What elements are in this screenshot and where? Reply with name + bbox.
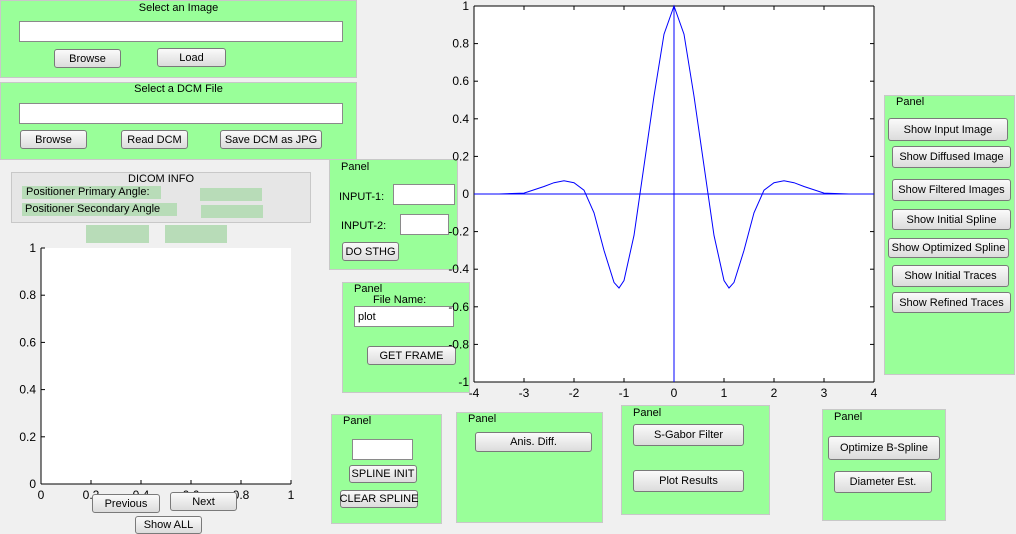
y-tick-label: -0.2 [448, 225, 469, 239]
file-name-label: File Name: [373, 294, 427, 306]
y-tick-label: 0.4 [19, 383, 36, 397]
y-tick-label: 0.2 [19, 430, 36, 444]
get-frame-button[interactable]: GET FRAME [367, 346, 456, 365]
y-tick-label: 0.4 [452, 112, 469, 126]
diameter-est-button[interactable]: Diameter Est. [834, 471, 932, 493]
y-tick-label: 0.6 [452, 74, 469, 88]
spline-init-button[interactable]: SPLINE INIT [349, 465, 417, 483]
show-input-image-button[interactable]: Show Input Image [888, 118, 1008, 141]
anis-diff-button[interactable]: Anis. Diff. [475, 432, 592, 452]
clear-spline-button[interactable]: CLEAR SPLINE [340, 490, 418, 508]
frame-info-box-1 [86, 225, 149, 243]
optimize-bspline-button[interactable]: Optimize B-Spline [828, 436, 940, 460]
gabor-panel: Panel S-Gabor Filter Plot Results [621, 405, 770, 515]
x-tick-label: 2 [771, 386, 778, 400]
show-panel-title: Panel [896, 96, 925, 108]
primary-angle-label: Positioner Primary Angle: [26, 186, 150, 198]
x-tick-label: 3 [821, 386, 828, 400]
y-tick-label: 1 [29, 241, 36, 255]
primary-angle-label-box [22, 186, 161, 199]
x-tick-label: 0 [671, 386, 678, 400]
save-dcm-jpg-button[interactable]: Save DCM as JPG [220, 130, 322, 149]
y-tick-label: 0.2 [452, 149, 469, 163]
select-image-title: Select an Image [138, 2, 219, 14]
x-tick-label: 1 [721, 386, 728, 400]
y-tick-label: 0.8 [452, 37, 469, 51]
spline-input[interactable] [352, 439, 413, 460]
dicom-info-title: DICOM INFO [128, 173, 194, 185]
frame-panel: Panel File Name: GET FRAME [342, 282, 470, 393]
y-tick-label: 0 [29, 477, 36, 491]
y-tick-label: -1 [458, 375, 469, 389]
bspline-panel-title: Panel [834, 411, 863, 423]
show-diffused-image-button[interactable]: Show Diffused Image [892, 146, 1011, 168]
dcm-browse-button[interactable]: Browse [20, 130, 87, 149]
image-path-input[interactable] [19, 21, 343, 42]
y-tick-label: -0.4 [448, 262, 469, 276]
secondary-angle-label-box [22, 203, 177, 216]
anis-panel: Panel Anis. Diff. [456, 412, 603, 523]
series-line-0 [479, 4, 864, 289]
secondary-angle-label: Positioner Secondary Angle [25, 203, 161, 215]
x-tick-label: -4 [469, 386, 480, 400]
y-tick-label: 0.8 [19, 288, 36, 302]
plot-area [41, 248, 291, 484]
y-tick-label: 0.6 [19, 335, 36, 349]
x-tick-label: -2 [569, 386, 580, 400]
primary-angle-value [200, 188, 262, 201]
do-sthg-button[interactable]: DO STHG [342, 242, 399, 261]
read-dcm-button[interactable]: Read DCM [121, 130, 188, 149]
select-dcm-panel: Select a DCM File Browse Read DCM Save D… [0, 82, 357, 160]
file-name-input[interactable] [354, 306, 454, 327]
anis-panel-title: Panel [468, 413, 497, 425]
frame-panel-title: Panel [354, 283, 383, 295]
show-filtered-images-button[interactable]: Show Filtered Images [892, 179, 1011, 201]
show-refined-traces-button[interactable]: Show Refined Traces [892, 292, 1011, 313]
x-tick-label: -3 [519, 386, 530, 400]
gabor-panel-title: Panel [633, 407, 662, 419]
select-dcm-title: Select a DCM File [134, 83, 223, 95]
sinc-plot-chart: -4 -3 -2 -1 0 1 2 3 4 -1 -0.8 -0.6 -0.4 -0.2 0 0.2 0.4 0.… [448, 0, 878, 400]
show-optimized-spline-button[interactable]: Show Optimized Spline [888, 238, 1009, 258]
s-gabor-filter-button[interactable]: S-Gabor Filter [633, 424, 744, 446]
show-initial-spline-button[interactable]: Show Initial Spline [892, 209, 1011, 230]
previous-button[interactable]: Previous [92, 494, 160, 513]
y-tick-label: 0 [462, 187, 469, 201]
x-tick-label: -1 [619, 386, 630, 400]
dicom-info-panel: DICOM INFO Positioner Primary Angle: Pos… [11, 172, 311, 223]
plot-results-button[interactable]: Plot Results [633, 470, 744, 492]
image-load-button[interactable]: Load [157, 48, 226, 67]
show-all-button[interactable]: Show ALL [135, 516, 202, 534]
input1-field[interactable] [393, 184, 455, 205]
dcm-path-input[interactable] [19, 103, 343, 124]
input1-label: INPUT-1: [339, 191, 385, 203]
spline-panel: Panel SPLINE INIT CLEAR SPLINE [331, 414, 442, 524]
input2-field[interactable] [400, 214, 449, 235]
input-panel-title: Panel [341, 161, 370, 173]
x-tick-label: 0 [38, 488, 45, 502]
spline-panel-title: Panel [343, 415, 372, 427]
show-panel: Panel Show Input Image Show Diffused Ima… [884, 95, 1015, 375]
y-tick-label: -0.8 [448, 337, 469, 351]
frame-info-box-2 [165, 225, 227, 243]
x-tick-label: 4 [871, 386, 878, 400]
image-browse-button[interactable]: Browse [54, 49, 121, 68]
x-tick-label: 1 [288, 488, 295, 502]
input2-label: INPUT-2: [341, 220, 387, 232]
show-initial-traces-button[interactable]: Show Initial Traces [892, 265, 1009, 287]
input-panel: Panel INPUT-1: INPUT-2: DO STHG [329, 159, 458, 270]
bspline-panel: Panel Optimize B-Spline Diameter Est. [822, 409, 946, 521]
next-button[interactable]: Next [170, 492, 237, 511]
secondary-angle-value [201, 205, 263, 218]
select-image-panel: Select an Image Browse Load [0, 0, 357, 78]
y-tick-label: 1 [462, 0, 469, 13]
y-tick-label: -0.6 [448, 300, 469, 314]
